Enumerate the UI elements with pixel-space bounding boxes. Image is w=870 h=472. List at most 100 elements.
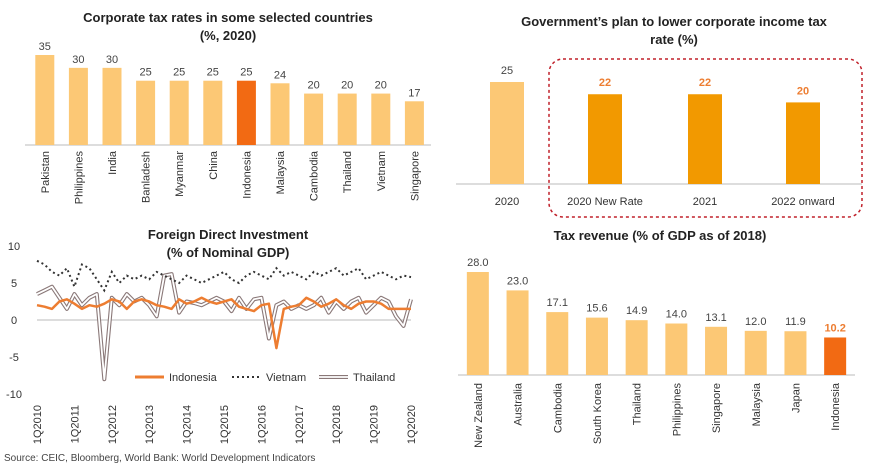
chart-subtitle: (%, 2020) (200, 28, 256, 43)
tick-label: 2020 New Rate (567, 196, 643, 208)
tick-label: Malaysia (275, 150, 287, 194)
tick-label: Philippines (671, 383, 683, 437)
value-label: 17.1 (547, 297, 568, 309)
legend-thailand: Thailand (353, 372, 395, 384)
series-thailand (36, 273, 412, 381)
chart-tax-revenue: Tax revenue (% of GDP as of 2018) 28.0 New… (458, 228, 855, 448)
tick-label: Myanmar (174, 151, 186, 197)
y-tick-label: -10 (6, 389, 22, 401)
value-label: 25 (173, 67, 185, 79)
bar-australia (506, 290, 529, 375)
tick-label: Singapore (711, 383, 723, 433)
tick-label: Vietnam (376, 151, 388, 191)
value-label: 14.9 (626, 305, 647, 317)
value-label: 20 (375, 80, 387, 92)
value-label: 11.9 (785, 316, 806, 328)
x-tick-label: 1Q2020 (406, 405, 418, 444)
value-label: 10.2 (824, 322, 845, 334)
chart-subtitle: (% of Nominal GDP) (167, 245, 290, 260)
source-note: Source: CEIC, Bloomberg, World Bank: Wor… (4, 453, 316, 464)
bar-india (102, 67, 122, 145)
chart-title: Foreign Direct Investment (148, 227, 309, 242)
bar-2020-new-rate (588, 94, 622, 184)
chart-fdi: Foreign Direct Investment (% of Nominal G… (6, 227, 418, 444)
bar-indonesia (824, 337, 847, 375)
tick-label: Banladesh (141, 151, 153, 203)
tick-label: 2020 (495, 196, 519, 208)
value-label: 14.0 (666, 309, 687, 321)
chart-title: Tax revenue (% of GDP as of 2018) (554, 228, 767, 243)
value-label: 20 (307, 80, 319, 92)
value-label: 12.0 (745, 316, 766, 328)
tick-label: Indonesia (241, 150, 253, 199)
bar-2022-onward (786, 102, 820, 184)
legend-indonesia: Indonesia (169, 372, 218, 384)
tick-label: Pakistan (40, 151, 52, 193)
series-vietnam (36, 259, 412, 293)
value-label: 30 (106, 54, 118, 66)
bar-singapore (404, 101, 424, 145)
x-tick-label: 1Q2013 (144, 405, 156, 444)
bar-vietnam (371, 93, 391, 145)
chart-government-plan: Government’s plan to lower corporate inc… (456, 14, 863, 218)
bar-pakistan (35, 55, 55, 145)
chart-corporate-tax-rates: Corporate tax rates in some selected cou… (25, 10, 431, 204)
y-tick-label: 0 (11, 315, 17, 327)
tick-label: Malaysia (751, 382, 763, 426)
bar-thailand (337, 93, 357, 145)
tick-label: Cambodia (552, 382, 564, 433)
tick-label: China (208, 150, 220, 180)
bar-banladesh (136, 80, 156, 145)
y-tick-label: 10 (8, 241, 20, 253)
legend-vietnam: Vietnam (266, 372, 306, 384)
bar-indonesia (236, 80, 256, 145)
value-label: 13.1 (705, 312, 726, 324)
bar-malaysia (270, 83, 290, 145)
bar-philippines (68, 67, 88, 145)
value-label: 25 (501, 65, 513, 77)
value-label: 24 (274, 69, 286, 81)
value-label: 30 (72, 54, 84, 66)
x-tick-label: 1Q2016 (256, 405, 268, 444)
tick-label: Japan (790, 383, 802, 413)
x-tick-label: 1Q2018 (331, 405, 343, 444)
value-label: 25 (207, 67, 219, 79)
x-tick-label: 1Q2011 (69, 405, 81, 443)
bar-japan (784, 331, 807, 375)
value-label: 17 (408, 87, 420, 99)
bar-myanmar (169, 80, 189, 145)
bar-cambodia (546, 312, 569, 375)
tick-label: 2021 (693, 196, 717, 208)
tick-label: Philippines (73, 151, 85, 205)
chart-title: Government’s plan to lower corporate inc… (521, 14, 828, 29)
bar-cambodia (304, 93, 324, 145)
x-tick-label: 1Q2012 (107, 405, 119, 444)
value-label: 28.0 (467, 257, 488, 269)
bar-singapore (705, 326, 728, 375)
x-tick-label: 1Q2017 (294, 405, 306, 444)
bar-2021 (688, 94, 722, 184)
tick-label: New Zealand (473, 383, 485, 448)
x-tick-label: 1Q2010 (32, 405, 44, 444)
bar-thailand (625, 320, 648, 375)
series-thailand-outline (36, 272, 413, 382)
tick-label: Singapore (409, 151, 421, 201)
tick-label: Indonesia (830, 382, 842, 431)
value-label: 25 (240, 67, 252, 79)
bar-china (203, 80, 223, 145)
tick-label: Thailand (342, 151, 354, 193)
bar-new-zealand (466, 272, 489, 375)
value-label: 15.6 (586, 303, 607, 315)
value-label: 20 (797, 85, 809, 97)
tick-label: 2022 onward (771, 196, 835, 208)
series-indonesia (36, 296, 411, 350)
x-tick-label: 1Q2015 (219, 405, 231, 444)
y-tick-label: -5 (9, 352, 19, 364)
value-label: 25 (139, 67, 151, 79)
bar-south-korea (585, 317, 608, 375)
value-label: 35 (39, 41, 51, 53)
x-tick-label: 1Q2019 (369, 405, 381, 444)
tick-label: Australia (513, 382, 525, 426)
